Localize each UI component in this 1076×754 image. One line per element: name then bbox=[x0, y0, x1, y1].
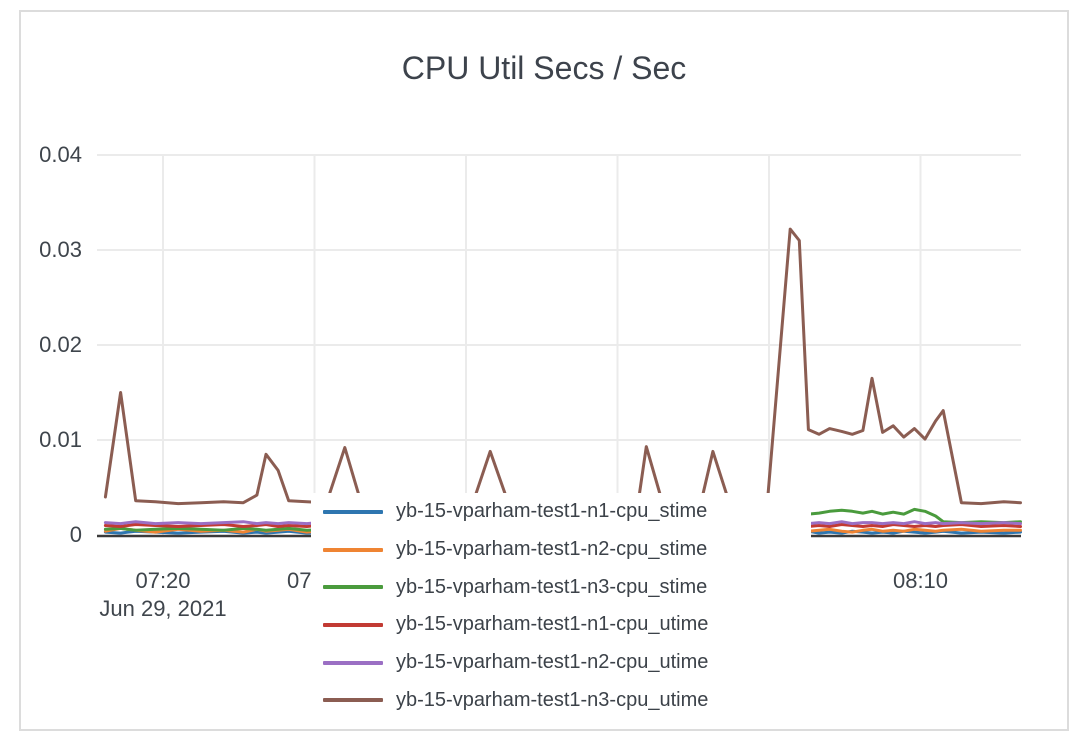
legend-label: yb-15-vparham-test1-n2-cpu_stime bbox=[396, 538, 708, 561]
legend-swatch-line bbox=[323, 509, 383, 514]
legend-swatch-line bbox=[323, 698, 383, 703]
legend-label: yb-15-vparham-test1-n3-cpu_stime bbox=[396, 575, 708, 598]
x-axis-date-label: Jun 29, 2021 bbox=[99, 596, 227, 621]
legend: yb-15-vparham-test1-n1-cpu_stime yb-15-vp… bbox=[311, 493, 811, 720]
y-tick-label: 0.02 bbox=[39, 332, 82, 357]
legend-item[interactable]: yb-15-vparham-test1-n2-cpu_utime bbox=[311, 644, 811, 682]
legend-swatch-line bbox=[323, 622, 383, 627]
series-line-yb-15-vparham-test1-n3-cpu_utime bbox=[103, 227, 1022, 506]
legend-label: yb-15-vparham-test1-n2-cpu_utime bbox=[396, 651, 709, 674]
legend-item[interactable]: yb-15-vparham-test1-n3-cpu_stime bbox=[311, 568, 811, 606]
legend-swatch-line bbox=[323, 585, 383, 590]
legend-swatch-line bbox=[323, 547, 383, 552]
y-tick-label: 0.03 bbox=[39, 237, 82, 262]
x-tick-label: 08:10 bbox=[892, 568, 949, 593]
x-tick-label: 07:20 bbox=[135, 568, 191, 593]
legend-label: yb-15-vparham-test1-n1-cpu_stime bbox=[396, 500, 708, 523]
y-tick-label: 0.01 bbox=[39, 427, 82, 452]
legend-item[interactable]: yb-15-vparham-test1-n3-cpu_utime bbox=[311, 681, 811, 719]
legend-swatch-line bbox=[323, 660, 383, 665]
legend-label: yb-15-vparham-test1-n1-cpu_utime bbox=[396, 613, 709, 636]
legend-label: yb-15-vparham-test1-n3-cpu_utime bbox=[396, 688, 709, 711]
legend-item[interactable]: yb-15-vparham-test1-n1-cpu_utime bbox=[311, 606, 811, 644]
y-tick-label: 0 bbox=[69, 522, 82, 547]
chart-title: CPU Util Secs / Sec bbox=[401, 50, 687, 86]
y-tick-label: 0.04 bbox=[39, 142, 82, 167]
legend-item[interactable]: yb-15-vparham-test1-n2-cpu_stime bbox=[311, 531, 811, 569]
legend-item[interactable]: yb-15-vparham-test1-n1-cpu_stime bbox=[311, 493, 811, 531]
